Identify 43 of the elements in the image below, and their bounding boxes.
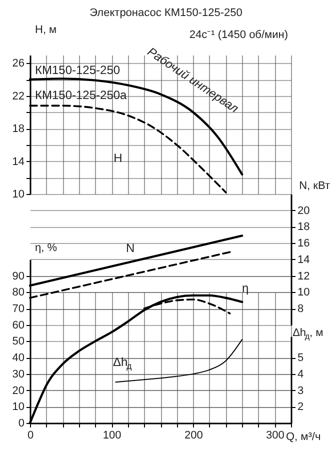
x-tick-label: 300 (266, 430, 284, 442)
y-tick-label: 70 (12, 303, 24, 315)
y3-tick-label: 5 (298, 352, 304, 364)
y3-tick-label: 3 (298, 384, 304, 397)
x-tick-label: 200 (184, 430, 203, 442)
y-tick-label: 20 (12, 384, 24, 397)
x-tick-label: 100 (102, 430, 122, 442)
y2-tick-label: 8 (298, 303, 304, 315)
y-axis-title: H, м (35, 24, 57, 36)
y2-tick-label: 18 (298, 221, 310, 234)
y-tick-label: 80 (12, 286, 24, 299)
y-tick-label: 14 (12, 156, 24, 168)
series-label: КМ150-125-250а (35, 88, 128, 102)
line-series (115, 339, 243, 383)
y3-tick-label: 2 (298, 401, 304, 414)
series-label: КМ150-125-250 (35, 63, 120, 77)
y-tick-label: 18 (12, 123, 24, 136)
series-label: N (126, 241, 135, 255)
x-tick-label: 0 (27, 430, 34, 442)
y-tick-label: 60 (12, 319, 24, 332)
y-tick-label: 30 (12, 368, 24, 380)
y-tick-label: 26 (12, 58, 24, 70)
y-tick-label: 50 (12, 336, 24, 348)
y3-tick-label: 4 (298, 368, 304, 380)
x-axis-title: Q, м³/ч (286, 431, 321, 443)
series-label: η (242, 281, 249, 295)
y-tick-label: 22 (12, 90, 24, 102)
y-tick-label: 90 (12, 270, 24, 282)
y2-tick-label: 14 (298, 254, 310, 266)
chart-title: Электронасос КМ150-125-250 (90, 7, 242, 19)
y-axis-title: η, % (35, 242, 58, 254)
y2-tick-label: 20 (298, 204, 310, 217)
annotation: H (114, 151, 122, 165)
y-tick-label: 40 (12, 352, 24, 364)
y2-axis-title: N, кВт (299, 180, 330, 192)
y2-tick-label: 10 (298, 286, 310, 299)
chart-subtitle: 24с⁻¹ (1450 об/мин) (189, 29, 288, 41)
y2-tick-label: 16 (298, 238, 310, 250)
y-tick-label: 10 (12, 188, 24, 200)
y-tick-label: 0 (18, 418, 24, 430)
line-series (143, 298, 231, 314)
y-tick-label: 10 (12, 401, 24, 414)
y2-tick-label: 12 (298, 270, 310, 282)
